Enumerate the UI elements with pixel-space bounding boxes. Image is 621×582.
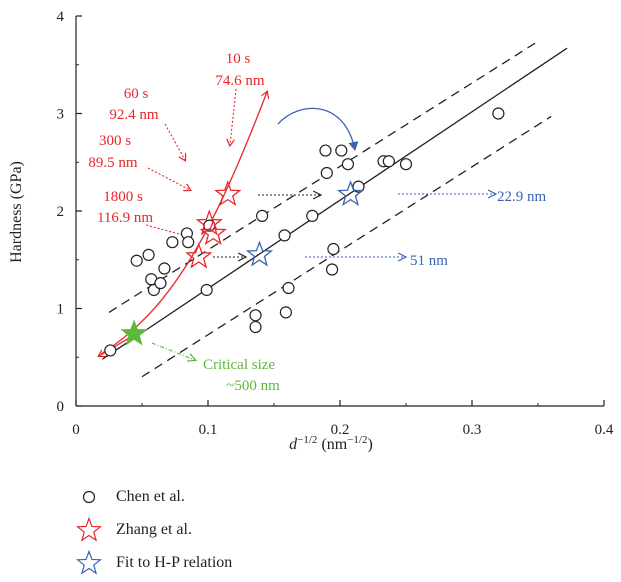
annotation-arrows	[145, 88, 495, 360]
y-tick-label: 2	[57, 204, 65, 220]
y-tick-label: 0	[57, 399, 65, 415]
chen-data-point	[306, 209, 319, 222]
chen-data-point	[249, 309, 262, 322]
chen-data-point	[341, 158, 355, 171]
hp-fit-star-point	[336, 180, 365, 207]
hp-fit-star-point	[245, 240, 274, 267]
chen-data-point	[492, 107, 505, 120]
chen-data-point	[166, 236, 179, 249]
chen-data-point	[142, 248, 155, 261]
chen-data-point	[279, 306, 292, 319]
chen-data-point	[320, 166, 333, 180]
legend-label-hp-fit: Fit to H-P relation	[116, 553, 233, 571]
chen-data-point	[158, 262, 171, 275]
chen-data-point	[319, 144, 332, 157]
chen-data-point	[104, 344, 117, 357]
y-tick-label: 4	[57, 9, 65, 25]
annotation-critical-size: Critical size	[203, 357, 275, 373]
chen-data-point	[249, 320, 262, 334]
arrow-300s	[147, 167, 190, 190]
annotation-300s-time: 300 s	[99, 133, 131, 149]
legend-label-zhang: Zhang et al.	[116, 520, 192, 538]
blue-curved-arrow	[277, 107, 359, 151]
annotation-critical-value: ~500 nm	[226, 378, 280, 394]
annotation-300s-size: 89.5 nm	[88, 155, 138, 171]
annotation-1800s-size: 116.9 nm	[97, 210, 153, 226]
red-curve-upper	[100, 92, 267, 355]
chen-data-point	[399, 158, 413, 171]
annotation-22-9nm: 22.9 nm	[497, 189, 547, 205]
x-tick-label: 0.1	[199, 422, 218, 438]
legend-item-zhang: Zhang et al.	[74, 513, 232, 546]
chen-data-point	[335, 144, 348, 157]
legend-item-chen: Chen et al.	[74, 480, 232, 513]
x-tick-label: 0.2	[331, 422, 350, 438]
annotation-51nm: 51 nm	[410, 253, 448, 269]
y-tick-label: 3	[57, 107, 65, 123]
x-axis-title: d−1/2 (nm−1/2)	[289, 434, 373, 453]
chen-data-point	[282, 281, 295, 295]
annotation-10s-time: 10 s	[226, 51, 251, 67]
zhang-star-point	[214, 180, 242, 207]
data-points	[104, 107, 505, 357]
x-tick-label: 0	[72, 422, 80, 438]
arrow-10s	[230, 88, 237, 145]
upper-dashed-band	[108, 40, 539, 313]
hall-petch-fit-line	[102, 47, 568, 360]
y-tick-label: 1	[57, 302, 65, 318]
legend-label-chen: Chen et al.	[116, 487, 185, 505]
chen-data-point	[154, 277, 167, 290]
chen-data-point	[130, 254, 143, 267]
annotation-1800s-time: 1800 s	[103, 189, 143, 205]
critical-size-star	[120, 319, 148, 346]
chen-data-point	[200, 283, 213, 297]
zhang-star-point	[199, 219, 227, 246]
chen-data-point	[256, 209, 269, 222]
chen-data-point	[382, 155, 395, 168]
x-tick-label: 0.3	[463, 422, 482, 438]
annotation-10s-size: 74.6 nm	[215, 73, 265, 89]
arrow-60s	[164, 123, 185, 160]
x-tick-label: 0.4	[595, 422, 614, 438]
axis-ticks: 0 0.1 0.2 0.3 0.4 0 1 2 3 4	[57, 9, 614, 438]
zhang-star-point	[185, 242, 213, 269]
annotation-60s-size: 92.4 nm	[109, 107, 159, 123]
chen-data-point	[325, 263, 339, 276]
annotation-60s-time: 60 s	[124, 86, 149, 102]
legend-item-hp-fit: Fit to H-P relation	[74, 546, 232, 579]
chen-data-point	[182, 236, 195, 249]
chen-data-point	[327, 242, 340, 256]
axes	[75, 16, 604, 407]
band-lines	[102, 40, 568, 378]
scatter-chart: 0 0.1 0.2 0.3 0.4 0 1 2 3 4 Hardness (GPa) d−1/2 …	[8, 9, 614, 453]
blue-star-icon	[75, 549, 103, 575]
legend: Chen et al. Zhang et al. Fit to H-P rela…	[74, 480, 232, 579]
red-star-icon	[75, 516, 103, 542]
circle-marker-icon	[82, 490, 96, 503]
y-axis-title: Hardness (GPa)	[8, 161, 25, 263]
red-annotations: 10 s 74.6 nm 60 s 92.4 nm 300 s 89.5 nm …	[88, 51, 265, 226]
arrow-critical-size	[151, 342, 195, 360]
lower-dashed-band	[141, 115, 552, 378]
chen-data-point	[278, 229, 291, 242]
